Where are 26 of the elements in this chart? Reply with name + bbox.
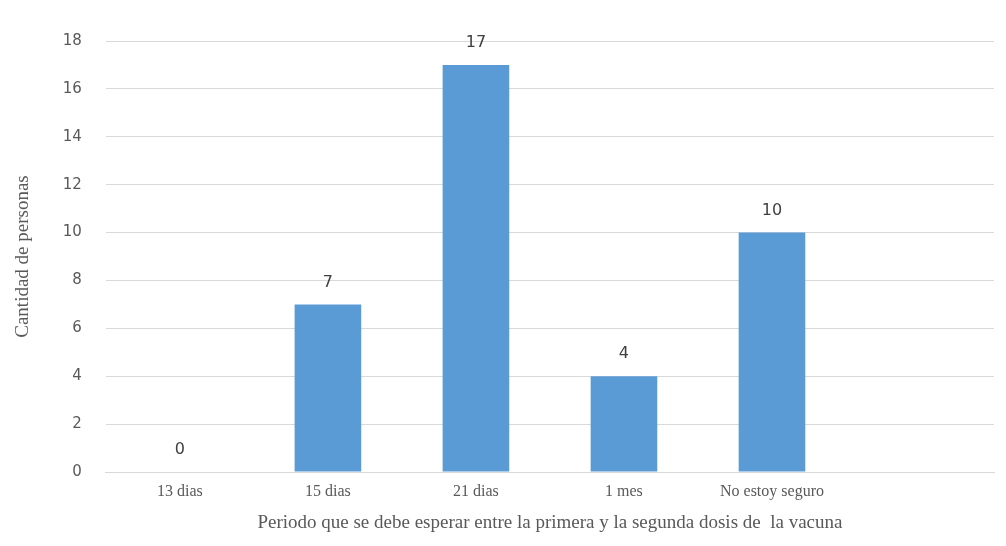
x-tick-label: 13 dias (157, 481, 203, 499)
x-tick-label: No estoy seguro (719, 481, 824, 500)
y-tick-label: 18 (62, 30, 82, 49)
x-tick-label: 1 mes (605, 481, 643, 499)
data-label: 17 (465, 32, 487, 52)
data-label: 0 (174, 439, 185, 459)
y-tick-label: 16 (62, 78, 82, 97)
y-tick-label: 10 (62, 222, 82, 241)
y-tick-label: 0 (72, 461, 82, 480)
y-tick-label: 12 (62, 174, 82, 193)
y-tick-label: 6 (72, 318, 82, 337)
y-axis-title: Cantidad de personas (11, 175, 33, 338)
y-tick-label: 14 (62, 126, 82, 145)
y-tick-label: 4 (72, 366, 82, 385)
x-tick-label: 21 dias (453, 481, 499, 499)
bar (738, 232, 806, 472)
y-tick-label: 2 (72, 414, 82, 432)
bar (294, 304, 362, 472)
x-tick-label: 15 dias (305, 481, 351, 499)
data-label: 10 (761, 199, 783, 219)
data-label: 7 (322, 271, 334, 291)
bar (590, 376, 658, 472)
data-label: 4 (618, 343, 630, 363)
bar (442, 64, 510, 472)
y-tick-label: 8 (72, 270, 82, 289)
x-axis-title: Periodo que se debe esperar entre la primera y la segunda dosis de la vacuna (257, 510, 844, 532)
